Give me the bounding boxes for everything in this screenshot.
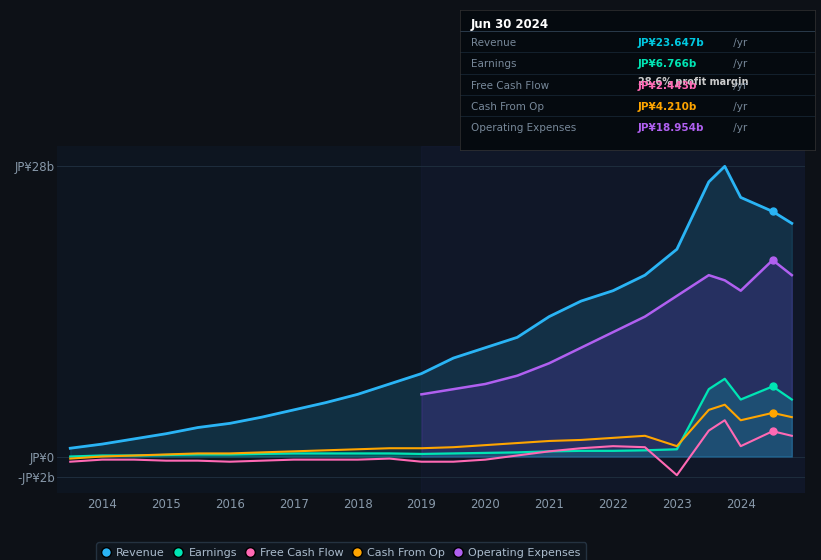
Bar bbox=[421, 146, 805, 493]
Text: Cash From Op: Cash From Op bbox=[470, 102, 544, 113]
Text: JP¥23.647b: JP¥23.647b bbox=[637, 38, 704, 48]
Legend: Revenue, Earnings, Free Cash Flow, Cash From Op, Operating Expenses: Revenue, Earnings, Free Cash Flow, Cash … bbox=[96, 543, 586, 560]
Text: Free Cash Flow: Free Cash Flow bbox=[470, 81, 548, 91]
Text: Earnings: Earnings bbox=[470, 59, 516, 69]
Text: /yr: /yr bbox=[730, 38, 747, 48]
Text: Revenue: Revenue bbox=[470, 38, 516, 48]
Text: JP¥6.766b: JP¥6.766b bbox=[637, 59, 697, 69]
Text: JP¥4.210b: JP¥4.210b bbox=[637, 102, 697, 113]
Text: /yr: /yr bbox=[730, 123, 747, 133]
Text: 28.6% profit margin: 28.6% profit margin bbox=[637, 77, 748, 87]
Text: JP¥18.954b: JP¥18.954b bbox=[637, 123, 704, 133]
Text: /yr: /yr bbox=[730, 59, 747, 69]
Text: JP¥2.443b: JP¥2.443b bbox=[637, 81, 697, 91]
Text: /yr: /yr bbox=[730, 102, 747, 113]
Text: /yr: /yr bbox=[730, 81, 747, 91]
Text: Operating Expenses: Operating Expenses bbox=[470, 123, 576, 133]
Text: Jun 30 2024: Jun 30 2024 bbox=[470, 18, 548, 31]
